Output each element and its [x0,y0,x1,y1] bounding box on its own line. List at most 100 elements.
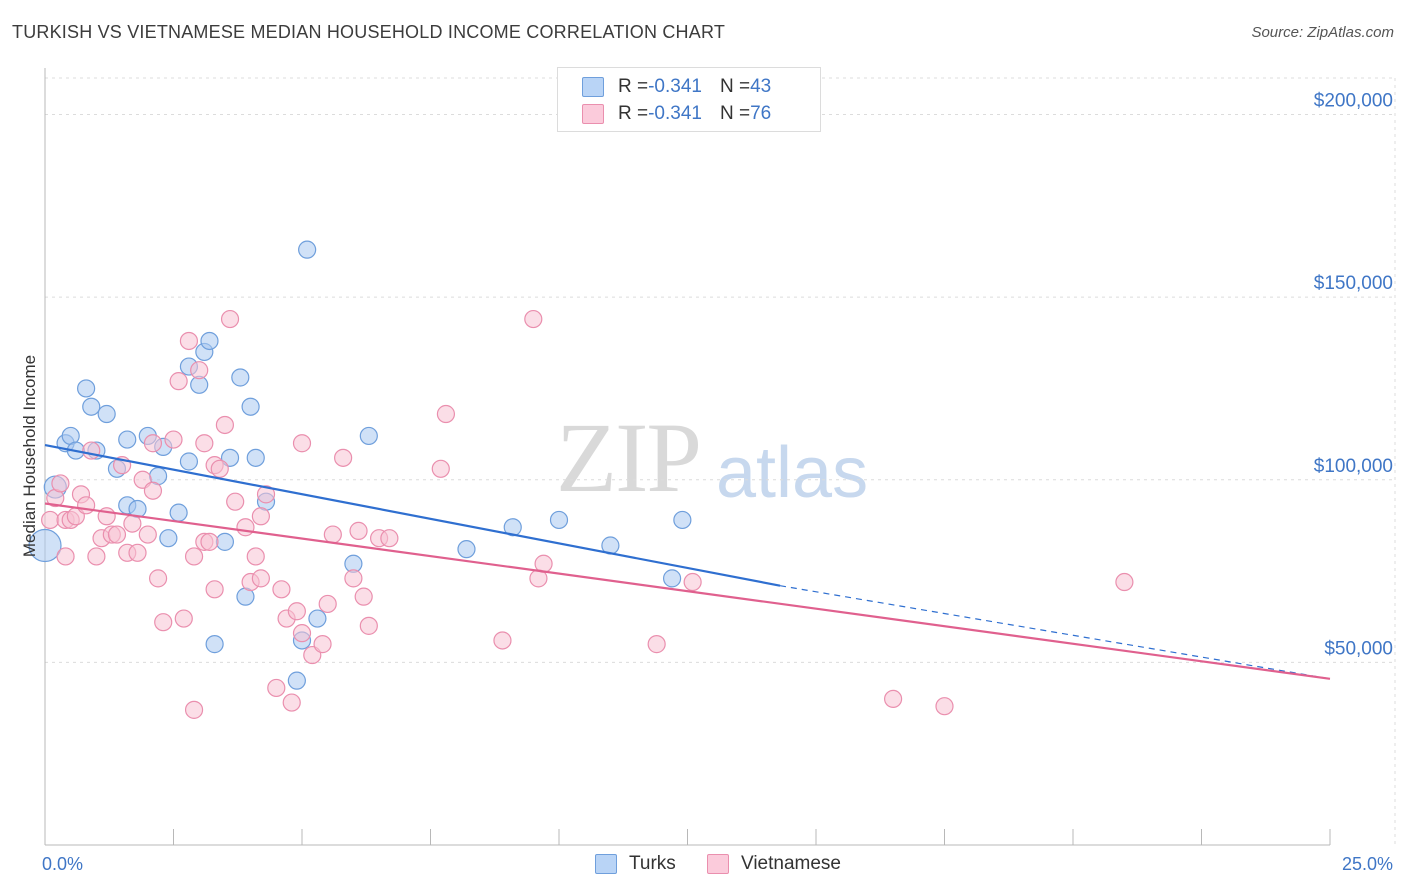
vietnamese-point [169,372,188,391]
vietnamese-point [380,529,399,548]
vietnamese-point [164,430,183,449]
vietnamese-point [1115,572,1134,592]
turks-point [287,671,306,690]
vietnamese-point [143,481,163,500]
vietnamese-point [87,547,106,566]
turks-point [298,240,317,259]
vietnamese-point [334,448,353,467]
vietnamese-point [683,572,702,592]
vietnamese-point [256,485,276,504]
turks-point [28,528,62,563]
vietnamese-point [272,580,291,599]
chart-title: TURKISH VS VIETNAMESE MEDIAN HOUSEHOLD I… [12,22,726,42]
y-tick-label: $100,000 [1314,456,1393,477]
y-tick-label: $150,000 [1314,273,1393,294]
bottom-legend-turks[interactable]: Turks [595,852,676,876]
vietnamese-point [246,547,265,566]
vietnamese-point [56,547,75,566]
turks-legend-icon [595,854,617,874]
turks-point [77,379,96,398]
vietnamese-point [431,459,450,478]
bottom-legend-vietnamese[interactable]: Vietnamese [707,852,841,876]
turks-point [308,609,327,628]
watermark-zip: ZIP [556,402,702,513]
vietnamese-point [128,543,147,562]
turks-trend-line [44,443,781,587]
vietnamese-point [148,569,168,588]
vietnamese-point [143,434,163,453]
vietnamese-point [205,580,224,599]
vietnamese-point [935,697,954,716]
correlation-legend: R = -0.341 N = 43 R = -0.341 N = 76 [557,67,821,132]
vietnamese-point [82,441,101,460]
legend-n-value: 76 [750,103,772,124]
axis-layer: $50,000 $100,000 $150,000 $200,000 0.0% 25.0% [42,68,1393,874]
legend-r-value: -0.341 [648,76,702,97]
vietnamese-point [107,525,127,544]
turks-point [97,404,116,424]
vietnamese-point [883,689,903,709]
turks-point [179,452,199,471]
vietnamese-point [138,525,157,544]
turks-point [231,368,250,387]
vietnamese-point [292,434,312,453]
vietnamese-point [251,569,270,588]
turks-point [82,397,101,416]
vietnamese-point [184,700,204,719]
vietnamese-point [215,415,234,435]
vietnamese-point [323,525,342,544]
vietnamese-point [313,635,332,654]
legend-r-label: R = [618,76,649,97]
vietnamese-point [344,569,363,588]
turks-point [241,397,260,416]
legend-r-label: R = [618,103,649,124]
vietnamese-point [349,521,368,540]
vietnamese-legend-label: Vietnamese [741,853,841,874]
vietnamese-point [154,613,173,632]
legend-n-label: N = [719,76,751,97]
vietnamese-trend-line [44,502,1331,680]
vietnamese-point [210,459,229,478]
vietnamese-point [174,609,193,628]
vietnamese-point [77,496,96,515]
vietnamese-point [236,518,255,537]
turks-point [503,518,522,537]
turks-point [169,503,188,522]
vietnamese-point [292,624,312,643]
chart-source: Source: ZipAtlas.com [1251,24,1394,41]
y-tick-label: $50,000 [1324,638,1393,659]
vietnamese-point [195,434,214,453]
trend-layer [44,443,1331,680]
vietnamese-point [51,474,70,493]
turks-point [457,540,476,559]
turks-point [200,331,219,351]
vietnamese-point [179,331,199,351]
y-axis-label: Median Household Income [20,355,39,557]
vietnamese-point [524,309,543,329]
x-tick-label-max: 25.0% [1342,854,1393,874]
turks-legend-label: Turks [629,853,676,874]
vietnamese-point [287,602,306,621]
turks-point [118,430,137,449]
x-tick-label-min: 0.0% [42,854,83,874]
turks-point [246,448,265,467]
vietnamese-point [184,547,204,566]
turks-point [662,569,682,588]
turks-swatch-icon [582,77,604,97]
vietnamese-point [267,678,286,698]
turks-point [359,426,378,446]
legend-r-value: -0.341 [648,103,702,124]
turks-point [673,510,692,530]
vietnamese-point [226,492,245,511]
turks-trend-extension [779,585,1331,680]
legend-row-vietnamese: R = -0.341 N = 76 [582,103,771,125]
turks-point [215,532,234,551]
turks-point [159,529,178,548]
vietnamese-point [282,693,301,712]
turks-point [549,510,569,530]
legend-n-label: N = [719,103,751,124]
vietnamese-point [123,514,142,533]
watermark-atlas: atlas [716,433,869,513]
legend-n-value: 43 [750,76,772,97]
